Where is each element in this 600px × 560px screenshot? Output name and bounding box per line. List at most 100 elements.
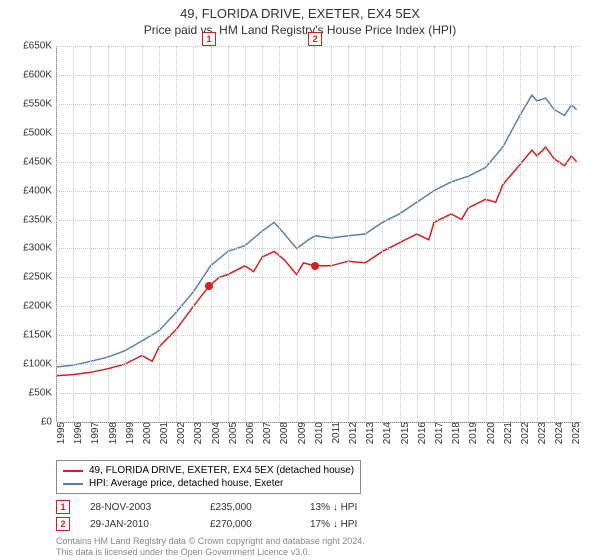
sale-marker-dot [311, 262, 319, 270]
table-row: 2 29-JAN-2010 £270,000 17% ↓ HPI [56, 517, 390, 531]
x-axis-label: 2000 [138, 422, 153, 444]
y-axis-label: £150K [23, 330, 56, 341]
legend-item: 49, FLORIDA DRIVE, EXETER, EX4 5EX (deta… [63, 464, 354, 477]
x-axis-label: 2002 [172, 422, 187, 444]
gridline-vertical [434, 46, 435, 422]
attribution-line: Contains HM Land Registry data © Crown c… [56, 536, 365, 547]
gridline-horizontal [56, 220, 580, 221]
gridline-vertical [571, 46, 572, 422]
gridline-vertical [451, 46, 452, 422]
x-axis-label: 1998 [104, 422, 119, 444]
gridline-vertical [520, 46, 521, 422]
y-axis-label: £100K [23, 359, 56, 370]
x-axis-label: 2023 [533, 422, 548, 444]
sale-date: 29-JAN-2010 [90, 519, 190, 530]
x-axis-label: 2009 [293, 422, 308, 444]
chart-subtitle: Price paid vs. HM Land Registry's House … [0, 23, 600, 37]
x-axis-label: 2012 [344, 422, 359, 444]
gridline-horizontal [56, 277, 580, 278]
x-axis-label: 2001 [155, 422, 170, 444]
gridline-vertical [245, 46, 246, 422]
gridline-horizontal [56, 364, 580, 365]
y-axis-label: £200K [23, 301, 56, 312]
x-axis-label: 2008 [275, 422, 290, 444]
gridline-vertical [159, 46, 160, 422]
legend-swatch [63, 470, 83, 472]
sale-date: 28-NOV-2003 [90, 502, 190, 513]
x-axis-label: 2016 [413, 422, 428, 444]
legend-label: 49, FLORIDA DRIVE, EXETER, EX4 5EX (deta… [89, 465, 354, 476]
sale-price: £270,000 [210, 519, 290, 530]
gridline-vertical [108, 46, 109, 422]
attribution-line: This data is licensed under the Open Gov… [56, 547, 365, 558]
gridline-horizontal [56, 46, 580, 47]
y-axis-label: £50K [29, 388, 56, 399]
y-axis-label: £650K [23, 41, 56, 52]
chart-container: 49, FLORIDA DRIVE, EXETER, EX4 5EX Price… [0, 0, 600, 560]
x-axis-label: 1996 [69, 422, 84, 444]
y-axis-label: £300K [23, 243, 56, 254]
gridline-vertical [554, 46, 555, 422]
gridline-vertical [176, 46, 177, 422]
x-axis-label: 1995 [52, 422, 67, 444]
x-axis-label: 2015 [396, 422, 411, 444]
sale-marker-icon: 1 [56, 500, 70, 514]
series-line-hpi [56, 95, 577, 367]
gridline-vertical [382, 46, 383, 422]
gridline-vertical [503, 46, 504, 422]
gridline-vertical [537, 46, 538, 422]
gridline-vertical [400, 46, 401, 422]
gridline-horizontal [56, 133, 580, 134]
x-axis-label: 2003 [189, 422, 204, 444]
gridline-horizontal [56, 104, 580, 105]
x-axis-label: 2017 [430, 422, 445, 444]
y-axis-label: £350K [23, 214, 56, 225]
gridline-vertical [56, 46, 57, 422]
gridline-vertical [365, 46, 366, 422]
sale-delta: 13% ↓ HPI [310, 502, 390, 513]
x-axis-label: 2025 [567, 422, 582, 444]
gridline-vertical [262, 46, 263, 422]
x-axis-label: 2010 [310, 422, 325, 444]
legend-item: HPI: Average price, detached house, Exet… [63, 477, 354, 490]
sale-marker-box: 2 [308, 32, 322, 46]
sale-delta: 17% ↓ HPI [310, 519, 390, 530]
x-axis-label: 2020 [482, 422, 497, 444]
x-axis-label: 1999 [121, 422, 136, 444]
gridline-horizontal [56, 335, 580, 336]
y-axis-label: £600K [23, 69, 56, 80]
x-axis-label: 2021 [499, 422, 514, 444]
gridline-vertical [486, 46, 487, 422]
gridline-vertical [468, 46, 469, 422]
gridline-horizontal [56, 191, 580, 192]
sales-table: 1 28-NOV-2003 £235,000 13% ↓ HPI 2 29-JA… [56, 500, 390, 534]
x-axis-label: 2006 [241, 422, 256, 444]
sale-marker-icon: 2 [56, 517, 70, 531]
gridline-vertical [417, 46, 418, 422]
sale-marker-dot [205, 282, 213, 290]
gridline-horizontal [56, 162, 580, 163]
y-axis-label: £500K [23, 127, 56, 138]
gridline-vertical [297, 46, 298, 422]
gridline-vertical [331, 46, 332, 422]
x-axis-label: 2019 [464, 422, 479, 444]
x-axis-label: 2004 [207, 422, 222, 444]
gridline-horizontal [56, 306, 580, 307]
y-axis-label: £400K [23, 185, 56, 196]
chart-title: 49, FLORIDA DRIVE, EXETER, EX4 5EX [0, 6, 600, 21]
x-axis-label: 2014 [378, 422, 393, 444]
y-axis-label: £250K [23, 272, 56, 283]
chart-area: £0£50K£100K£150K£200K£250K£300K£350K£400… [56, 46, 580, 422]
gridline-vertical [125, 46, 126, 422]
legend-label: HPI: Average price, detached house, Exet… [89, 478, 283, 489]
y-axis-label: £550K [23, 98, 56, 109]
gridline-vertical [228, 46, 229, 422]
gridline-vertical [142, 46, 143, 422]
x-axis-label: 2007 [258, 422, 273, 444]
sale-price: £235,000 [210, 502, 290, 513]
x-axis-label: 1997 [86, 422, 101, 444]
legend-swatch [63, 483, 83, 485]
gridline-vertical [348, 46, 349, 422]
gridline-horizontal [56, 75, 580, 76]
chart-lines-svg [56, 46, 580, 422]
